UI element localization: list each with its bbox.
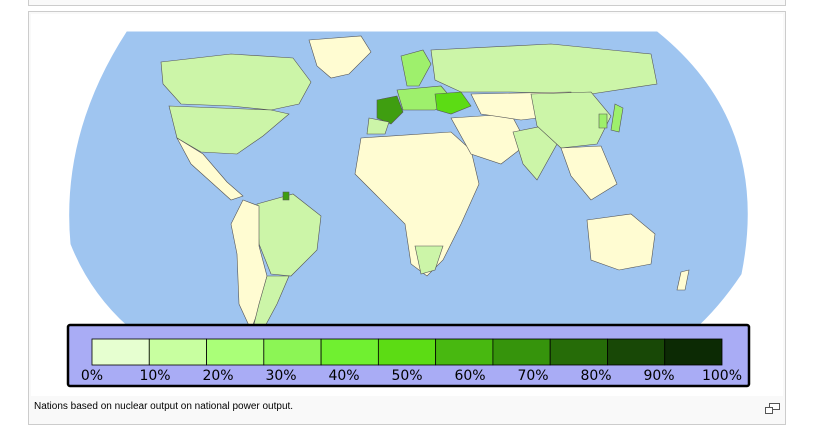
legend: 0% 10% 20% 30% 40% 50% 60% 70% 80% 90% 100% [66, 323, 751, 388]
scandinavia [400, 49, 432, 87]
mexico [176, 137, 244, 201]
australia [586, 213, 656, 271]
brazil [256, 193, 322, 277]
japan [610, 103, 624, 133]
map-svg: 0% 10% 20% 30% 40% 50% 60% 70% 80% 90% 100% [66, 31, 751, 388]
legend-swatch [206, 338, 265, 366]
legend-tick-label: 0% [81, 368, 103, 384]
legend-swatch [263, 338, 322, 366]
legend-swatch [435, 338, 494, 366]
southeast-asia [560, 145, 618, 201]
legend-swatch [91, 338, 150, 366]
legend-tick-label: 40% [328, 368, 359, 384]
legend-swatch [148, 338, 207, 366]
eastern-europe [434, 91, 472, 115]
south-america-west [230, 199, 268, 331]
greenland [308, 35, 372, 79]
legend-tick-label: 70% [517, 368, 548, 384]
south-africa [414, 245, 444, 275]
legend-tick-label: 30% [265, 368, 296, 384]
legend-swatch [492, 338, 551, 366]
legend-swatch [320, 338, 379, 366]
french-guiana [282, 191, 290, 201]
iberia [366, 117, 390, 135]
magnify-clip-icon[interactable] [765, 399, 780, 414]
map-caption: Nations based on nuclear output on natio… [34, 401, 294, 412]
legend-swatch [664, 338, 723, 366]
legend-tick-label: 50% [391, 368, 422, 384]
france [376, 95, 404, 125]
canada [160, 53, 312, 111]
legend-tick-label: 90% [643, 368, 674, 384]
legend-tick-label: 10% [139, 368, 170, 384]
legend-tick-label: 20% [202, 368, 233, 384]
china [530, 91, 612, 149]
previous-thumbnail-frame [28, 0, 786, 6]
nuclear-share-map[interactable]: 0% 10% 20% 30% 40% 50% 60% 70% 80% 90% 100% [31, 14, 783, 396]
legend-tick-label: 100% [702, 368, 742, 384]
legend-swatch [607, 338, 666, 366]
russia [430, 43, 658, 95]
korea [598, 113, 608, 129]
map-thumbnail: 0% 10% 20% 30% 40% 50% 60% 70% 80% 90% 100% Nation… [28, 11, 786, 425]
legend-swatch [549, 338, 608, 366]
legend-tick-label: 80% [580, 368, 611, 384]
legend-tick-label: 60% [454, 368, 485, 384]
new-zealand [676, 269, 690, 291]
legend-swatch [377, 338, 437, 366]
